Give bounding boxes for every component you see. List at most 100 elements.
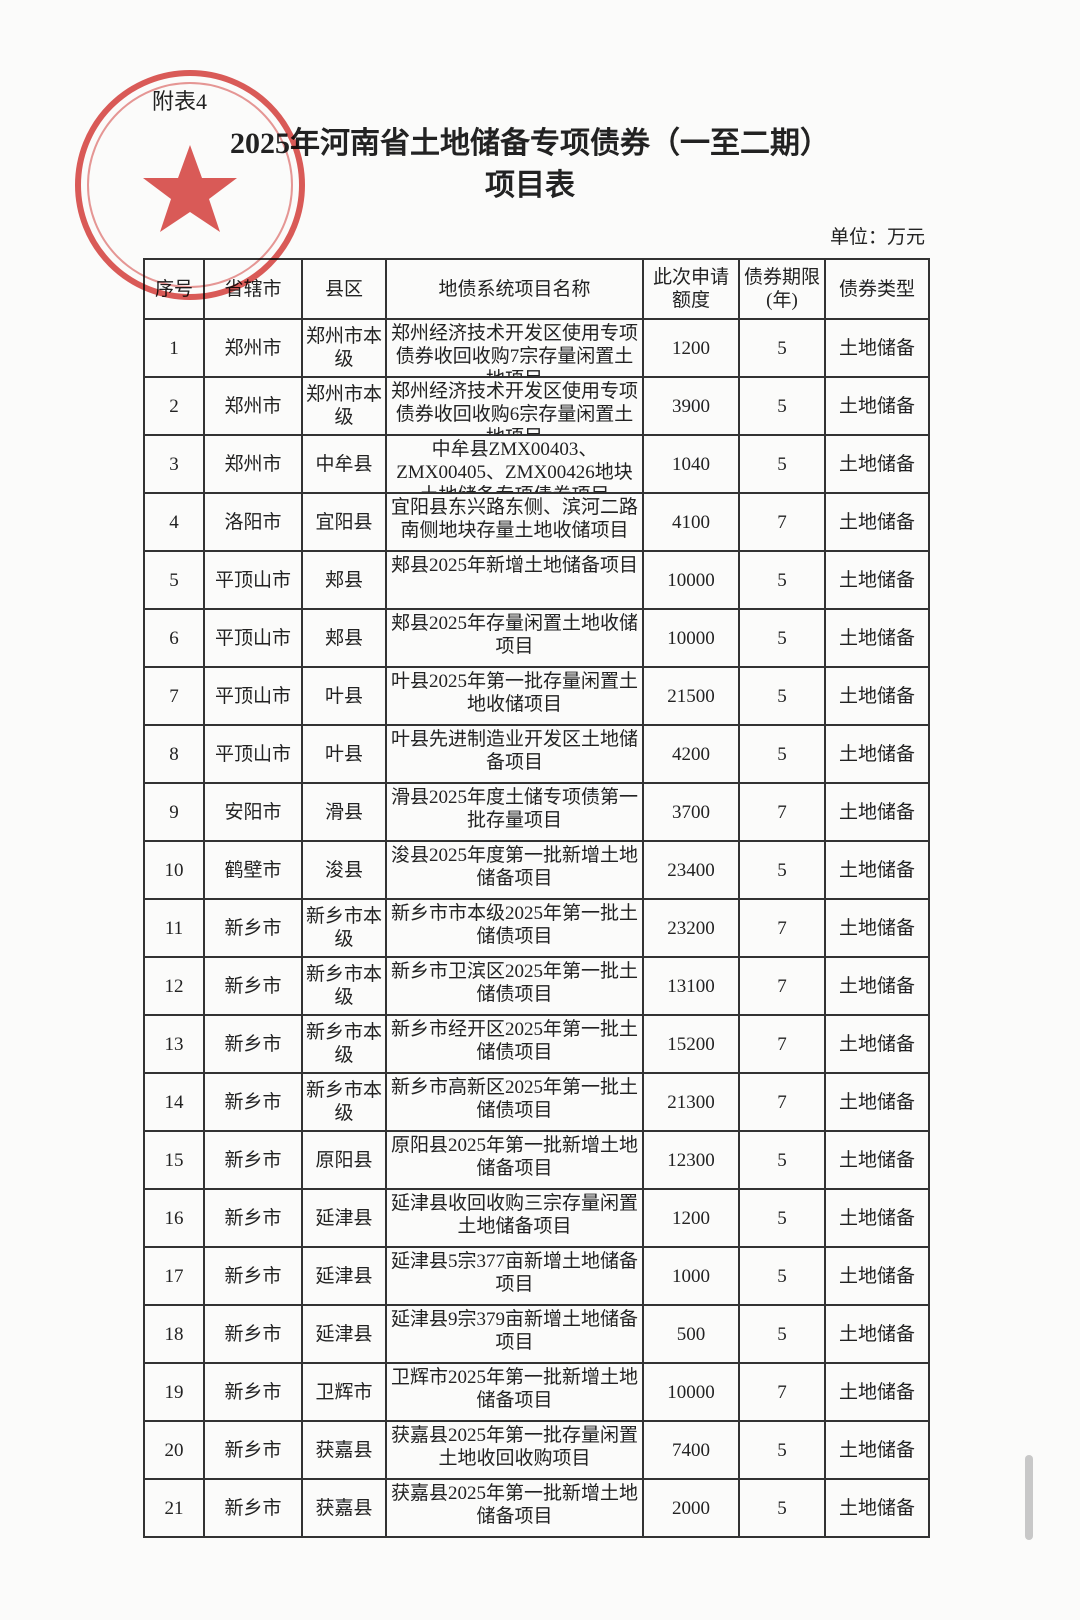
table-cell: 7	[738, 1362, 826, 1422]
table-cell: 新乡市本级	[301, 1014, 387, 1074]
table-cell: 土地储备	[824, 1014, 930, 1074]
table-cell: 9	[143, 782, 205, 842]
table-row: 5 平顶山市 郏县 郏县2025年新增土地储备项目 10000 5 土地储备	[143, 550, 930, 610]
table-cell: 土地储备	[824, 898, 930, 958]
table-cell: 新乡市卫滨区2025年第一批土储债项目	[385, 956, 644, 1016]
table-row: 7 平顶山市 叶县 叶县2025年第一批存量闲置土地收储项目 21500 5 土地储备	[143, 666, 930, 726]
project-name-text: 滑县2025年度土储专项债第一批存量项目	[391, 787, 639, 831]
table-cell: 7	[738, 1072, 826, 1132]
table-cell: 滑县	[301, 782, 387, 842]
project-table: 序号 省辖市 县区 地债系统项目名称 此次申请额度 债券期限(年) 债券类型 1 郑州市 郑州市…	[143, 258, 930, 1538]
table-cell: 土地储备	[824, 666, 930, 726]
table-row: 20 新乡市 获嘉县 获嘉县2025年第一批存量闲置土地收回收购项目 7400 5 土地储备	[143, 1420, 930, 1480]
column-header: 序号	[143, 258, 205, 320]
table-cell: 12300	[642, 1130, 740, 1190]
table-cell: 新乡市高新区2025年第一批土储债项目	[385, 1072, 644, 1132]
table-cell: 卫辉市2025年第一批新增土地储备项目	[385, 1362, 644, 1422]
table-cell: 郏县2025年存量闲置土地收储项目	[385, 608, 644, 668]
table-cell: 500	[642, 1304, 740, 1364]
table-cell: 7	[738, 1014, 826, 1074]
table-row: 18 新乡市 延津县 延津县9宗379亩新增土地储备项目 500 5 土地储备	[143, 1304, 930, 1364]
project-name-text: 原阳县2025年第一批新增土地储备项目	[391, 1135, 639, 1179]
project-name-text: 延津县5宗377亩新增土地储备项目	[391, 1251, 639, 1295]
project-name-text: 郑州经济技术开发区使用专项债券收回收购7宗存量闲置土地项目	[391, 323, 639, 376]
table-cell: 3	[143, 434, 205, 494]
table-cell: 5	[738, 840, 826, 900]
table-cell: 土地储备	[824, 1478, 930, 1538]
table-row: 12 新乡市 新乡市本级 新乡市卫滨区2025年第一批土储债项目 13100 7 土地储备	[143, 956, 930, 1016]
table-cell: 宜阳县东兴路东侧、滨河二路南侧地块存量土地收储项目	[385, 492, 644, 552]
column-header: 省辖市	[203, 258, 303, 320]
table-row: 9 安阳市 滑县 滑县2025年度土储专项债第一批存量项目 3700 7 土地储备	[143, 782, 930, 842]
project-name: 新乡市卫滨区2025年第一批土储债项目	[387, 958, 642, 1014]
table-cell: 卫辉市	[301, 1362, 387, 1422]
table-cell: 原阳县2025年第一批新增土地储备项目	[385, 1130, 644, 1190]
project-name-text: 卫辉市2025年第一批新增土地储备项目	[391, 1367, 639, 1411]
unit: 单位：万元	[829, 227, 925, 248]
table-row: 2郑州市郑州市本级郑州经济技术开发区使用专项债券收回收购6宗存量闲置土地项目39…	[143, 376, 930, 436]
project-name-text: 叶县2025年第一批存量闲置土地收储项目	[391, 671, 639, 715]
project-name: 新乡市经开区2025年第一批土储债项目	[387, 1016, 642, 1072]
table-cell: 土地储备	[824, 434, 930, 494]
table-cell: 1000	[642, 1246, 740, 1306]
project-name: 延津县5宗377亩新增土地储备项目	[387, 1248, 642, 1304]
table-cell: 土地储备	[824, 492, 930, 552]
table-cell: 5	[738, 666, 826, 726]
table-cell: 新乡市	[203, 1478, 303, 1538]
project-name-text: 郏县2025年存量闲置土地收储项目	[391, 613, 639, 657]
table-row: 4 洛阳市 宜阳县 宜阳县东兴路东侧、滨河二路南侧地块存量土地收储项目 4100 7 土地储…	[143, 492, 930, 552]
table-cell: 5	[738, 434, 826, 494]
project-name-text: 郑州经济技术开发区使用专项债券收回收购6宗存量闲置土地项目	[391, 381, 639, 434]
column-header: 此次申请额度	[642, 258, 740, 320]
table-cell: 宜阳县	[301, 492, 387, 552]
project-name-text: 新乡市卫滨区2025年第一批土储债项目	[391, 961, 639, 1005]
table-cell: 土地储备	[824, 1420, 930, 1480]
table-cell: 获嘉县2025年第一批存量闲置土地收回收购项目	[385, 1420, 644, 1480]
column-header: 债券类型	[824, 258, 930, 320]
column-header: 债券期限(年)	[738, 258, 826, 320]
project-name: 郏县2025年新增土地储备项目	[387, 552, 642, 608]
table-cell: 鹤壁市	[203, 840, 303, 900]
table-cell: 土地储备	[824, 1246, 930, 1306]
table-cell: 5	[738, 1246, 826, 1306]
table-cell: 5	[738, 724, 826, 784]
column-header: 县区	[301, 258, 387, 320]
table-cell: 21	[143, 1478, 205, 1538]
table-cell: 21300	[642, 1072, 740, 1132]
table-cell: 延津县	[301, 1188, 387, 1248]
table-row: 6 平顶山市 郏县 郏县2025年存量闲置土地收储项目 10000 5 土地储备	[143, 608, 930, 668]
table-cell: 11	[143, 898, 205, 958]
project-name: 卫辉市2025年第一批新增土地储备项目	[387, 1364, 642, 1420]
table-cell: 7	[738, 956, 826, 1016]
table-cell: 土地储备	[824, 1072, 930, 1132]
project-name: 延津县收回收购三宗存量闲置土地储备项目	[387, 1190, 642, 1246]
table-cell: 获嘉县	[301, 1420, 387, 1480]
table-cell: 新乡市	[203, 1246, 303, 1306]
table-cell: 叶县	[301, 666, 387, 726]
table-cell: 新乡市	[203, 1130, 303, 1190]
table-cell: 10000	[642, 608, 740, 668]
column-header: 地债系统项目名称	[385, 258, 644, 320]
table-cell: 新乡市本级	[301, 1072, 387, 1132]
table-cell: 土地储备	[824, 1130, 930, 1190]
table-cell: 郑州市本级	[301, 318, 387, 378]
table-cell: 新乡市	[203, 956, 303, 1016]
table-cell: 7400	[642, 1420, 740, 1480]
table-cell: 4100	[642, 492, 740, 552]
header-row: 序号 省辖市 县区 地债系统项目名称 此次申请额度 债券期限(年) 债券类型	[143, 258, 930, 320]
table-cell: 21500	[642, 666, 740, 726]
table-cell: 延津县	[301, 1246, 387, 1306]
table-cell: 土地储备	[824, 1362, 930, 1422]
table-cell: 新乡市	[203, 1072, 303, 1132]
table-cell: 郑州市	[203, 376, 303, 436]
table-cell: 平顶山市	[203, 550, 303, 610]
subtitle: 项目表	[485, 169, 575, 202]
project-name-text: 宜阳县东兴路东侧、滨河二路南侧地块存量土地收储项目	[391, 497, 639, 541]
table-cell: 7	[738, 898, 826, 958]
table-cell: 新乡市本级	[301, 898, 387, 958]
table-cell: 叶县先进制造业开发区土地储备项目	[385, 724, 644, 784]
attachment-label: 附表4	[152, 89, 208, 114]
table-cell: 新乡市	[203, 1420, 303, 1480]
table-cell: 15200	[642, 1014, 740, 1074]
table-cell: 5	[738, 1188, 826, 1248]
